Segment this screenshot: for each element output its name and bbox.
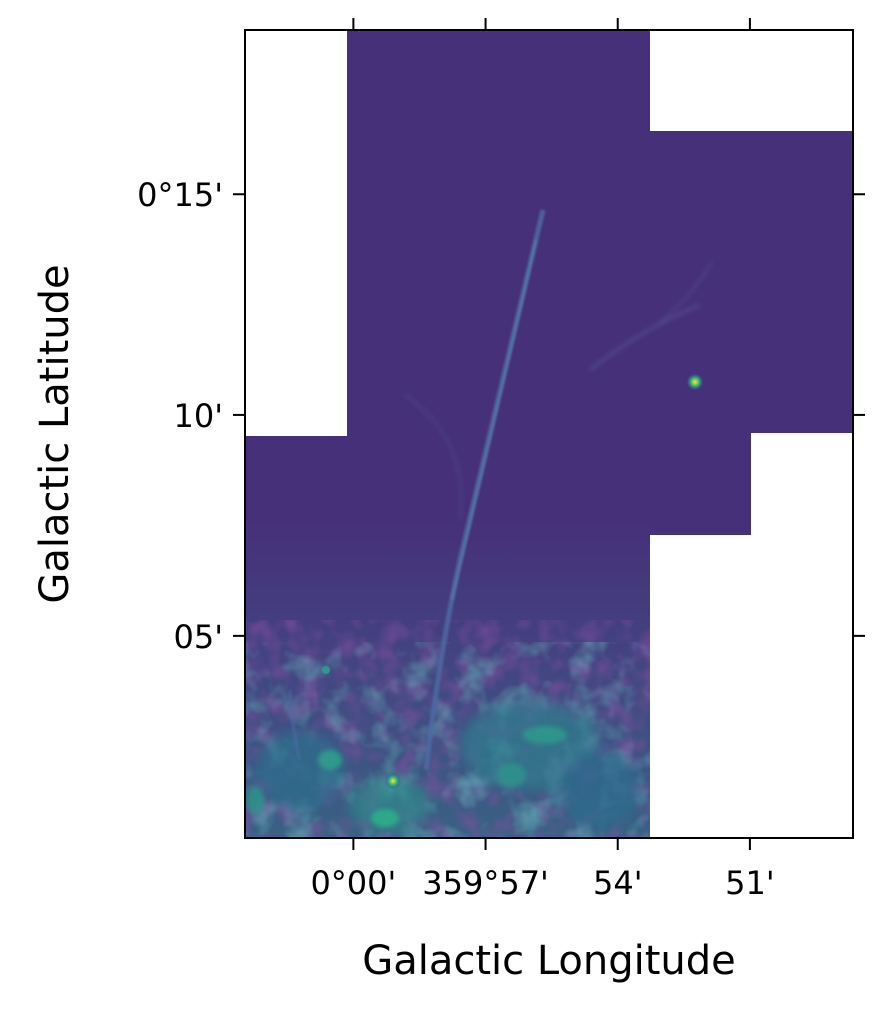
x-tick-label: 359°57' (422, 864, 549, 902)
y-tick-label: 0°15' (137, 176, 223, 214)
emission-clouds (255, 700, 640, 833)
plot-frame (244, 29, 854, 839)
x-axis-label: Galactic Longitude (362, 938, 736, 984)
bright-source (686, 373, 704, 391)
x-tick-label: 54' (593, 864, 643, 902)
x-tick-label: 51' (725, 864, 775, 902)
y-axis: 0°15' 10' 05' (137, 176, 865, 656)
y-axis-label: Galactic Latitude (32, 264, 78, 603)
y-tick-label: 10' (173, 397, 223, 435)
emission-knots (246, 726, 567, 827)
radio-filament (288, 209, 546, 771)
sky-image (245, 30, 853, 838)
compact-source-small (322, 666, 330, 674)
compact-source-lower (385, 773, 401, 789)
y-tick-label: 05' (173, 618, 223, 656)
x-axis: 0°00' 359°57' 54' 51' (310, 18, 775, 902)
faint-arcs (404, 261, 713, 521)
x-tick-label: 0°00' (310, 864, 396, 902)
